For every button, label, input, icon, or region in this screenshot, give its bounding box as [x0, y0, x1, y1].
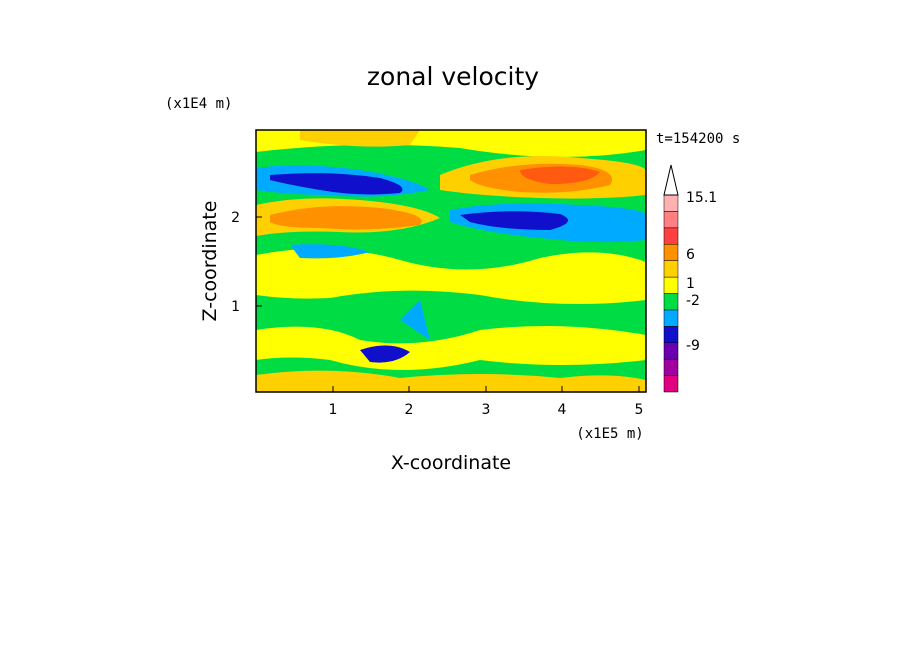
- band-upper-right-core: [520, 166, 600, 184]
- colorbar-label: 15.1: [686, 190, 717, 206]
- x-tick-label: 2: [405, 402, 414, 418]
- colorbar-label: -9: [686, 338, 700, 354]
- colorbar-cell: [663, 309, 679, 327]
- y-tick-label: 2: [231, 210, 240, 226]
- band-mid-right-blue: [460, 211, 568, 230]
- time-label: t=154200 s: [656, 131, 740, 147]
- colorbar-cell: [663, 211, 679, 229]
- plot-frame: [255, 129, 647, 393]
- chart-title: zonal velocity: [367, 62, 539, 91]
- band-upper-blue: [270, 173, 403, 195]
- colorbar-cell: [663, 326, 679, 344]
- colorbar-cell: [663, 260, 679, 278]
- band-mid-left-orange: [270, 206, 422, 230]
- colorbar-label: 6: [686, 247, 695, 263]
- band-bottom-orange: [256, 370, 646, 392]
- band-bottom-yellow: [256, 326, 646, 370]
- band-lower-yellow: [256, 248, 646, 304]
- colorbar-cell: [663, 276, 679, 294]
- y-unit-label: (x1E4 m): [165, 96, 232, 112]
- y-axis: 1 2 Z-coordinate: [199, 201, 262, 322]
- x-tick-label: 3: [482, 402, 491, 418]
- contour-field: [256, 130, 646, 392]
- colorbar-cell: [663, 227, 679, 245]
- band-lower-cyan: [290, 244, 370, 259]
- y-tick-label: 1: [231, 299, 240, 315]
- colorbar-cell: [663, 293, 679, 311]
- x-tick-label: 1: [329, 402, 338, 418]
- colorbar-top-arrow: [663, 164, 679, 196]
- x-tick-label: 5: [635, 402, 644, 418]
- colorbar-cell: [663, 358, 679, 376]
- x-tick-label: 4: [558, 402, 567, 418]
- band-bottom-cyan: [400, 300, 430, 340]
- band-top-orange: [300, 130, 420, 147]
- colorbar-cell: [663, 244, 679, 261]
- colorbar: [663, 194, 679, 393]
- colorbar-cell: [663, 194, 679, 212]
- colorbar-cell: [663, 342, 679, 360]
- y-axis-label: Z-coordinate: [199, 201, 221, 322]
- colorbar-label: -2: [686, 293, 700, 309]
- x-axis-label: X-coordinate: [391, 452, 511, 474]
- colorbar-cell: [663, 375, 679, 393]
- colorbar-label: 1: [686, 276, 695, 292]
- band-bottom-blue: [360, 345, 410, 363]
- x-unit-label: (x1E5 m): [576, 426, 643, 442]
- x-axis: 1 2 3 4 5 (x1E5 m) X-coordinate: [329, 386, 644, 474]
